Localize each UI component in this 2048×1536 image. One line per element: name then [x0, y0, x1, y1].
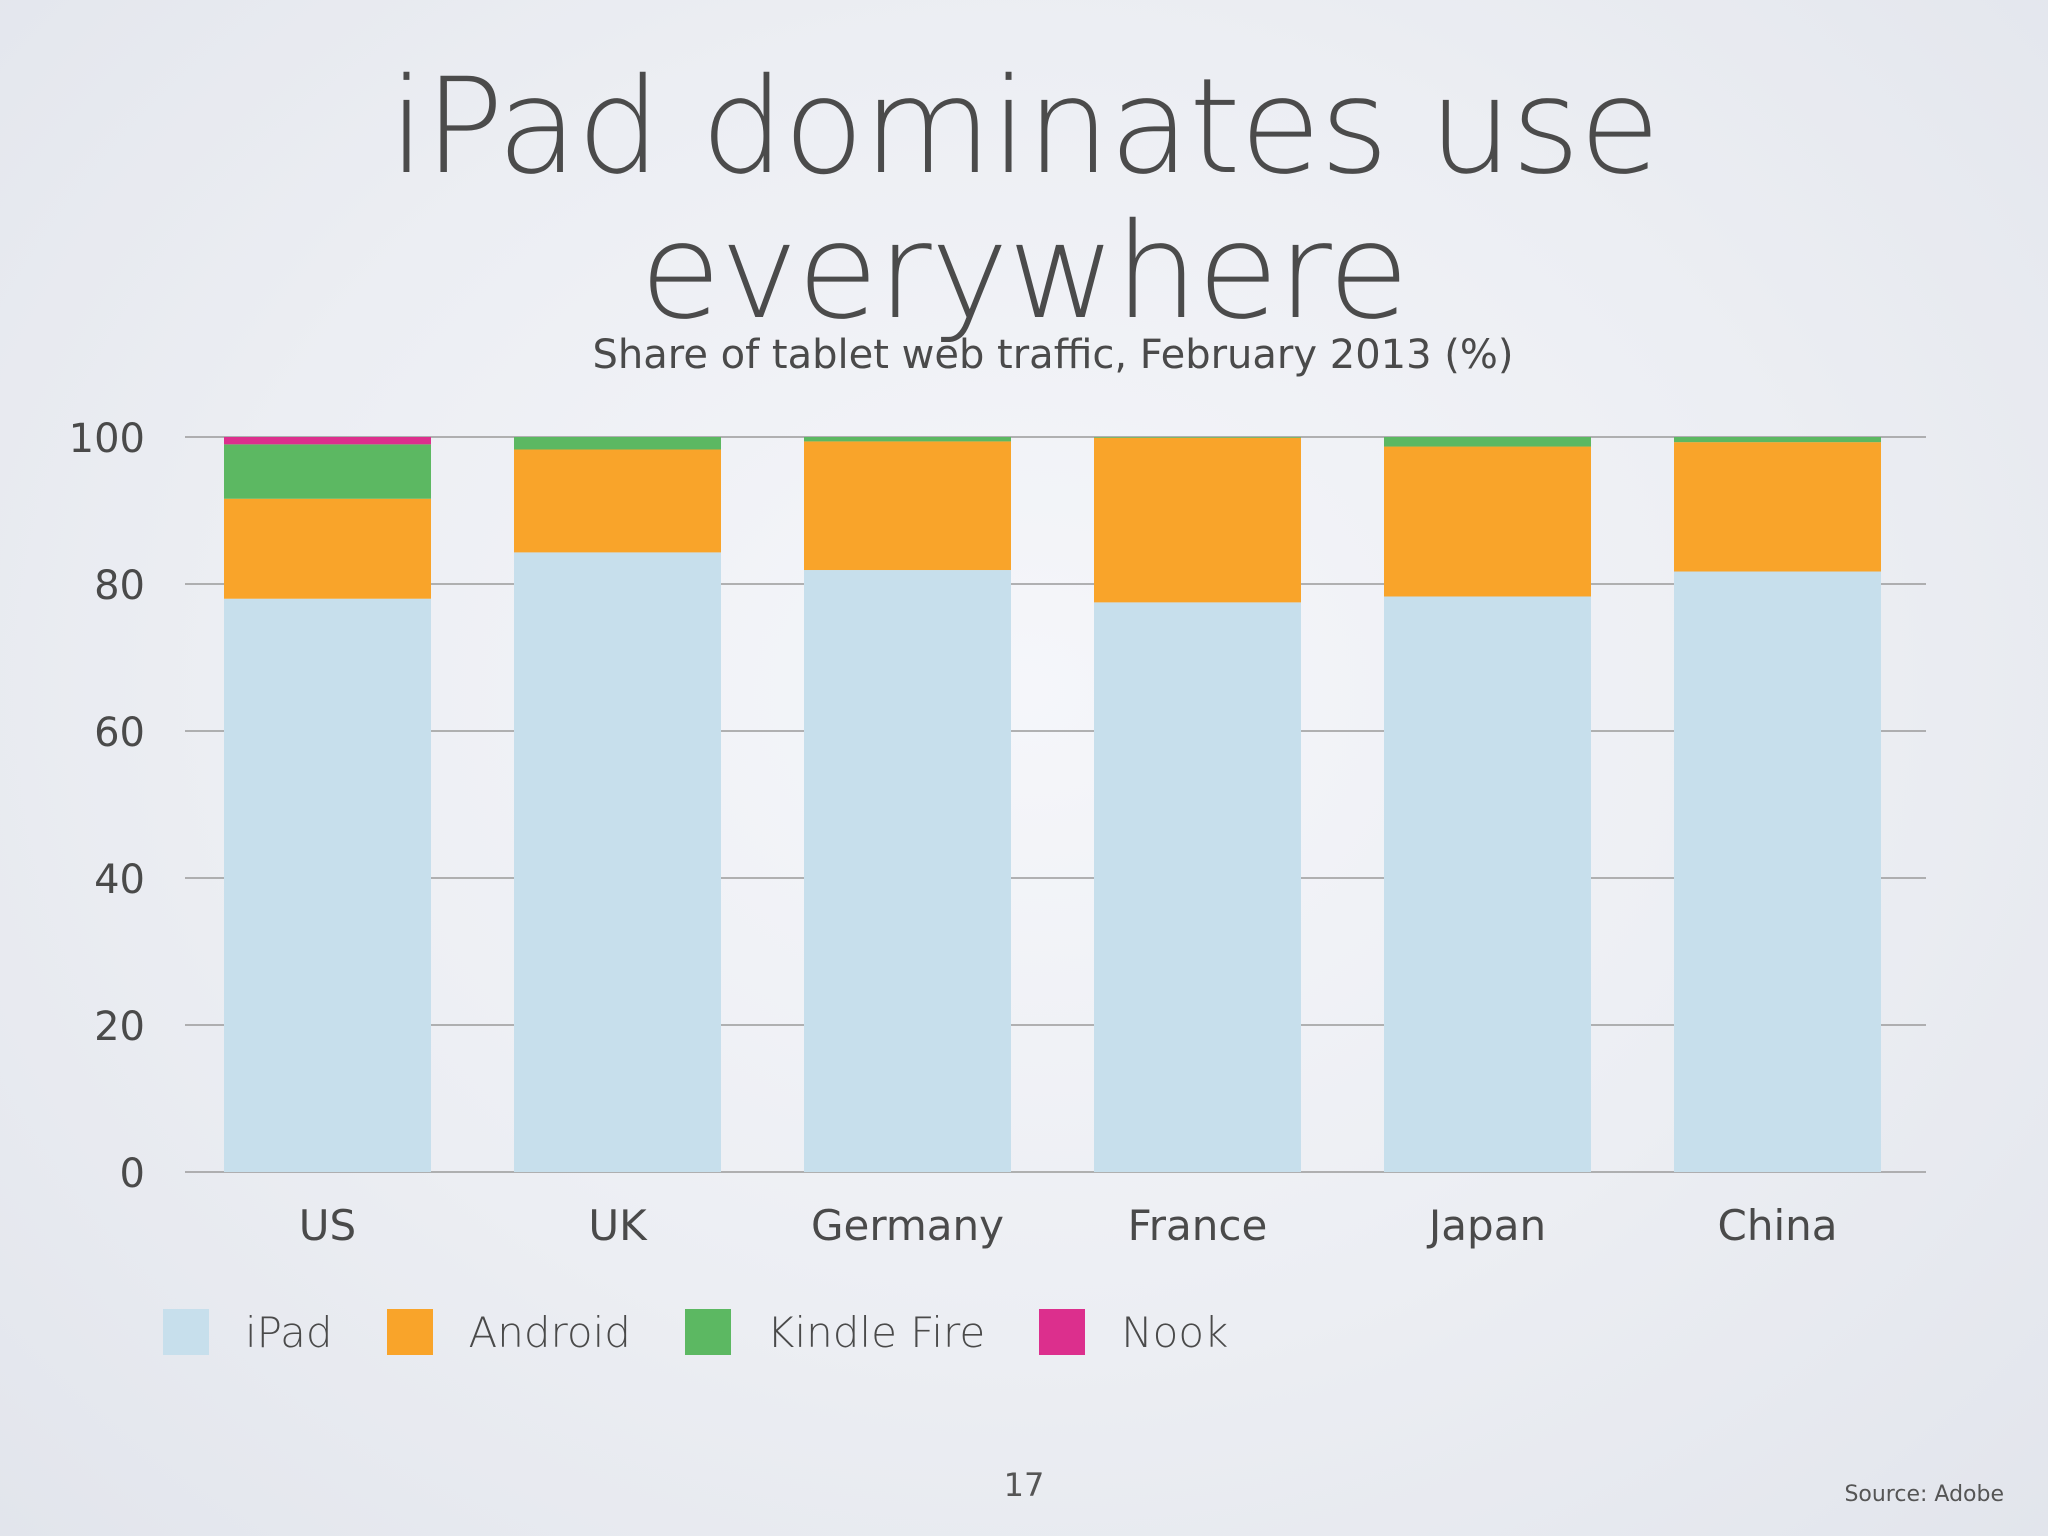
legend-item-ipad: iPad: [163, 1308, 333, 1357]
stacked-bar-chart: Share of tablet web traffic, February 20…: [69, 332, 1926, 1250]
bar-germany-ipad: [804, 570, 1011, 1172]
y-axis-ticks: 0 20 40 60 80 100: [69, 416, 145, 1197]
bar-china-android: [1674, 442, 1881, 572]
y-tick-label: 40: [94, 857, 145, 903]
bar-japan-kindle-fire: [1384, 437, 1591, 447]
y-tick-label: 0: [120, 1151, 145, 1197]
page-number: 17: [1003, 1466, 1045, 1504]
legend-label-ipad: iPad: [245, 1307, 333, 1357]
bar-us-kindle-fire: [224, 444, 431, 499]
x-tick-label: Japan: [1426, 1201, 1546, 1250]
legend-label-android: Android: [468, 1307, 631, 1357]
bar-japan-ipad: [1384, 596, 1591, 1172]
bars: [224, 437, 1881, 1172]
legend-swatch-kindle-fire: [684, 1309, 731, 1355]
legend-swatch-ipad: [163, 1309, 209, 1355]
bar-china-ipad: [1674, 571, 1881, 1172]
y-tick-label: 80: [94, 563, 145, 609]
bar-germany-kindle-fire: [804, 437, 1011, 442]
bar-china-kindle-fire: [1674, 437, 1881, 443]
x-axis-ticks: US UK Germany France Japan China: [299, 1201, 1838, 1250]
bar-us-ipad: [224, 598, 431, 1172]
bar-us-android: [224, 498, 431, 599]
legend-item-android: Android: [386, 1307, 631, 1357]
bar-france-android: [1094, 437, 1301, 603]
y-tick-label: 60: [94, 710, 145, 756]
bar-france-kindle-fire: [1094, 437, 1301, 438]
bar-uk-ipad: [514, 552, 721, 1172]
y-tick-label: 100: [69, 416, 145, 462]
legend-swatch-nook: [1039, 1309, 1086, 1355]
legend-item-nook: Nook: [1039, 1308, 1228, 1357]
gridlines: [185, 436, 1926, 1173]
chart-title: Share of tablet web traffic, February 20…: [593, 332, 1514, 378]
bar-japan-android: [1384, 446, 1591, 597]
y-tick-label: 20: [94, 1004, 145, 1050]
x-tick-label: Germany: [811, 1201, 1004, 1250]
bar-germany-android: [804, 441, 1011, 571]
slide-title: iPad dominates use everywhere: [388, 50, 1661, 350]
x-tick-label: China: [1718, 1201, 1838, 1250]
legend: iPad Android Kindle Fire Nook: [163, 1305, 1282, 1359]
bar-us-nook: [224, 437, 431, 445]
legend-label-nook: Nook: [1121, 1307, 1229, 1357]
bar-uk-kindle-fire: [514, 437, 721, 450]
source-note: Source: Adobe: [1844, 1482, 2004, 1507]
x-tick-label: France: [1128, 1201, 1268, 1250]
legend-item-kindle-fire: Kindle Fire: [684, 1307, 986, 1357]
legend-label-kindle-fire: Kindle Fire: [766, 1307, 986, 1357]
bar-france-ipad: [1094, 602, 1301, 1172]
legend-swatch-android: [386, 1309, 433, 1355]
bar-uk-android: [514, 449, 721, 553]
x-tick-label: UK: [588, 1201, 648, 1250]
x-tick-label: US: [299, 1201, 356, 1250]
